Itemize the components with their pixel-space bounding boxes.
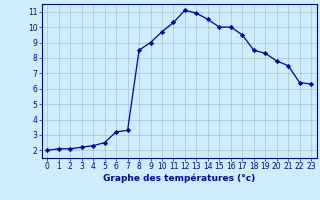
X-axis label: Graphe des températures (°c): Graphe des températures (°c) [103, 174, 255, 183]
